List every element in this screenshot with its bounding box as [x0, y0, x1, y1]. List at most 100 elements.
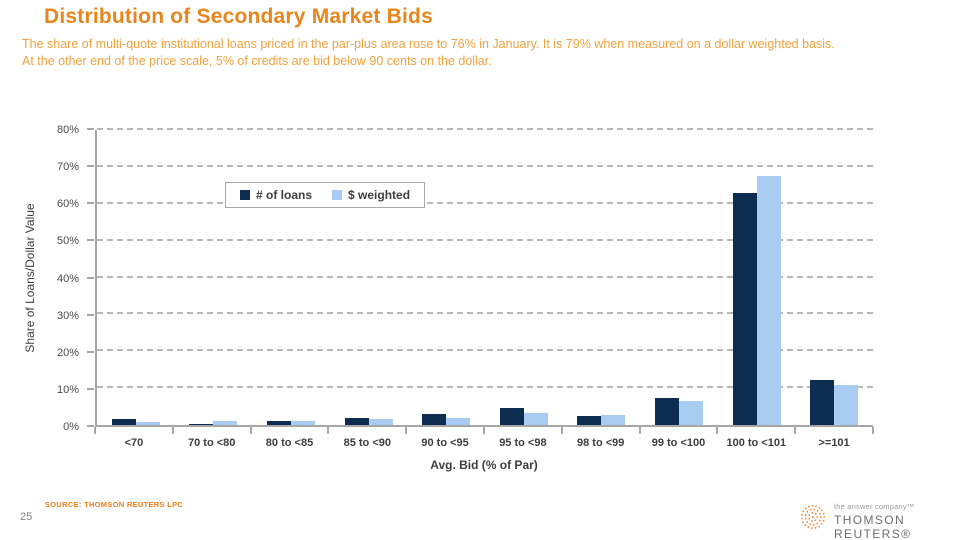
loans-swatch-icon — [240, 190, 250, 200]
x-category-label: 80 to <85 — [265, 437, 314, 449]
page-title: Distribution of Secondary Market Bids — [44, 5, 433, 28]
legend: # of loans $ weighted — [225, 182, 426, 208]
y-tick-label: 70% — [56, 161, 79, 174]
y-tick-label: 30% — [56, 309, 79, 322]
gridline — [97, 201, 873, 204]
bar — [213, 421, 238, 425]
x-category-label: 90 to <95 — [421, 437, 469, 449]
gridline — [97, 386, 873, 389]
bar-group — [175, 130, 253, 425]
bar — [523, 413, 548, 425]
bars-container — [97, 130, 873, 425]
bar — [446, 418, 471, 425]
x-tickmark — [794, 427, 797, 434]
bar-group — [407, 130, 485, 425]
bar — [732, 192, 757, 425]
bar — [135, 422, 160, 425]
plot-area — [95, 128, 873, 427]
y-tick-label: 40% — [56, 272, 79, 285]
bar — [344, 418, 369, 425]
bar — [601, 414, 626, 425]
gridline — [97, 238, 873, 241]
x-tickmark — [171, 427, 174, 434]
y-tickmark — [87, 350, 94, 353]
x-category-label: 98 to <99 — [576, 437, 625, 449]
x-category-label: >=101 — [818, 437, 850, 449]
x-tickmark — [405, 427, 408, 434]
y-tick-label: 0% — [63, 421, 79, 433]
y-tickmark — [87, 313, 94, 316]
x-category-label: <70 — [124, 437, 144, 449]
x-tickmark — [872, 427, 874, 434]
y-tick-label: 50% — [56, 235, 79, 248]
y-tickmark — [87, 276, 94, 279]
bar-group — [97, 130, 175, 425]
page-number: 25 — [20, 511, 33, 523]
y-tickmark — [87, 128, 94, 130]
legend-item-weighted: $ weighted — [332, 188, 410, 202]
bar — [368, 419, 393, 425]
y-tick-label: 10% — [56, 383, 79, 396]
bar — [290, 420, 315, 425]
x-tickmark — [94, 427, 96, 434]
body-line-1: The share of multi-quote institutional l… — [22, 37, 835, 51]
logo-text: the answer company™ THOMSON REUTERS® — [834, 500, 960, 540]
bar — [499, 408, 524, 425]
bar — [810, 379, 835, 425]
bar — [834, 385, 859, 425]
y-axis: 0% 10% 20% 30% 40% 50% 60% 70% 80% — [0, 124, 95, 433]
bar-group — [252, 130, 330, 425]
bar — [577, 416, 602, 425]
slide-body: The share of multi-quote institutional l… — [22, 36, 927, 70]
bar-group — [640, 130, 718, 425]
bar — [111, 419, 136, 425]
gridline — [97, 275, 873, 278]
logo-brand: THOMSON REUTERS® — [833, 513, 912, 540]
bar-group — [485, 130, 563, 425]
y-tickmark — [87, 239, 94, 242]
bar — [756, 176, 781, 425]
x-tickmark — [638, 427, 641, 434]
legend-label: # of loans — [256, 188, 313, 202]
x-tickmark — [716, 427, 719, 434]
bar-group — [330, 130, 408, 425]
y-tickmark — [87, 202, 94, 205]
y-tick-label: 80% — [56, 124, 79, 136]
x-category-labels: <70 70 to <80 80 to <85 85 to <90 90 to <95 9… — [95, 437, 873, 449]
bar — [678, 400, 703, 425]
y-tick-label: 60% — [56, 198, 79, 211]
bar — [189, 423, 214, 425]
y-axis-title: Share of Loans/Dollar Value — [23, 203, 37, 353]
y-tickmark — [87, 165, 94, 168]
x-tickmark — [249, 427, 252, 434]
bar-group — [718, 130, 796, 425]
gridline — [97, 128, 873, 130]
x-axis-title: Avg. Bid (% of Par) — [430, 458, 538, 472]
logo-globe-icon — [800, 504, 826, 530]
x-tickmark — [560, 427, 563, 434]
x-category-label: 70 to <80 — [188, 437, 236, 449]
logo-tagline: the answer company™ — [833, 502, 915, 511]
gridline — [97, 349, 873, 352]
y-tickmark — [87, 425, 94, 427]
bar — [422, 413, 447, 425]
bar-group — [795, 130, 873, 425]
bar — [654, 397, 679, 425]
bar — [266, 420, 291, 425]
y-tickmark — [87, 387, 94, 390]
body-line-2: At the other end of the price scale, 5% … — [22, 54, 492, 68]
x-category-label: 95 to <98 — [499, 437, 547, 449]
x-category-label: 100 to <101 — [726, 437, 787, 449]
x-tickmark — [327, 427, 330, 434]
y-tick-label: 20% — [56, 346, 79, 359]
gridline — [97, 164, 873, 167]
source-note: SOURCE: THOMSON REUTERS LPC — [45, 500, 184, 509]
legend-label: $ weighted — [348, 188, 411, 202]
x-category-label: 85 to <90 — [343, 437, 391, 449]
legend-item-loans: # of loans — [240, 188, 312, 202]
x-category-label: 99 to <100 — [651, 437, 706, 449]
x-tickmarks — [94, 427, 874, 434]
weighted-swatch-icon — [332, 190, 343, 200]
bar-group — [563, 130, 641, 425]
